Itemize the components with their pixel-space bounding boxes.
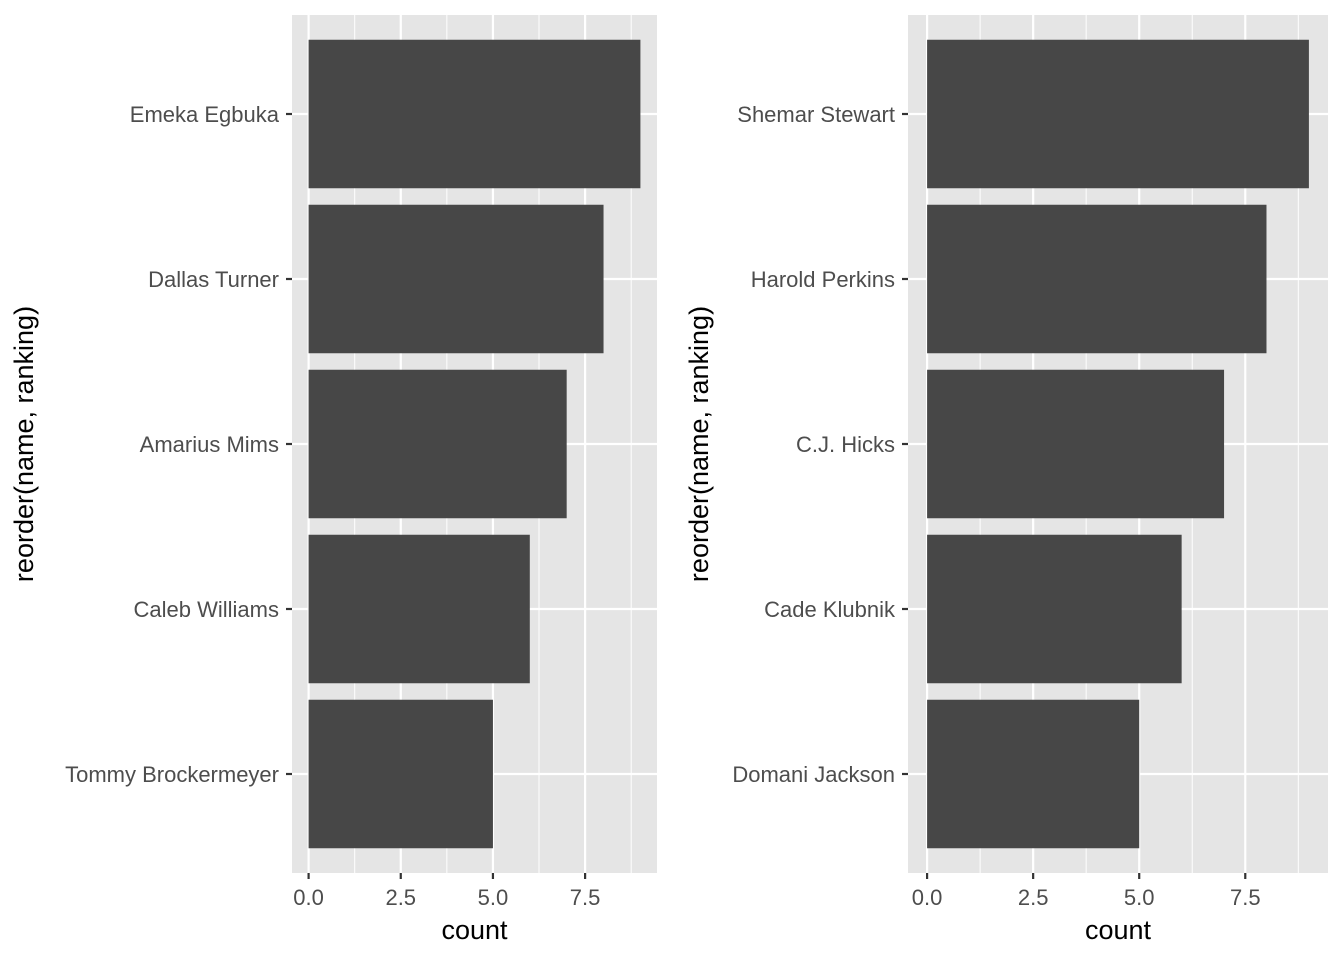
x-tick-label: 0.0	[293, 885, 324, 910]
y-axis-title: reorder(name, ranking)	[9, 306, 39, 582]
y-tick-label: Shemar Stewart	[737, 102, 895, 127]
y-tick-label: Domani Jackson	[732, 762, 895, 787]
bar-emeka-egbuka	[308, 39, 641, 189]
bar-cade-klubnik	[927, 534, 1182, 684]
bar-tommy-brockermeyer	[308, 699, 493, 849]
x-tick-label: 5.0	[478, 885, 509, 910]
x-tick-label: 2.5	[385, 885, 416, 910]
bar-amarius-mims	[308, 369, 567, 519]
bar-shemar-stewart	[927, 39, 1309, 189]
x-axis-title: count	[1085, 915, 1152, 945]
bar-dallas-turner	[308, 204, 604, 354]
x-tick-label: 7.5	[570, 885, 601, 910]
bar-c-j-hicks	[927, 369, 1225, 519]
x-axis-title: count	[441, 915, 508, 945]
chart-panel-2: Domani Jackson Cade Klubnik C.J. Hicks Haro…	[684, 15, 1328, 945]
x-tick-label: 2.5	[1018, 885, 1049, 910]
x-tick-label: 5.0	[1124, 885, 1155, 910]
bar-caleb-williams	[308, 534, 530, 684]
bar-domani-jackson	[927, 699, 1140, 849]
x-tick-label: 7.5	[1230, 885, 1261, 910]
chart-panel-1: Tommy Brockermeyer Caleb Williams Amarius …	[9, 15, 657, 945]
y-axis-title: reorder(name, ranking)	[684, 306, 714, 582]
y-tick-label: Cade Klubnik	[764, 597, 896, 622]
x-tick-label: 0.0	[912, 885, 943, 910]
y-tick-label: C.J. Hicks	[796, 432, 895, 457]
y-tick-label: Harold Perkins	[751, 267, 895, 292]
y-tick-label: Emeka Egbuka	[130, 102, 280, 127]
y-tick-label: Amarius Mims	[140, 432, 279, 457]
y-tick-label: Caleb Williams	[134, 597, 279, 622]
y-tick-label: Dallas Turner	[148, 267, 279, 292]
bar-harold-perkins	[927, 204, 1267, 354]
y-tick-label: Tommy Brockermeyer	[65, 762, 279, 787]
